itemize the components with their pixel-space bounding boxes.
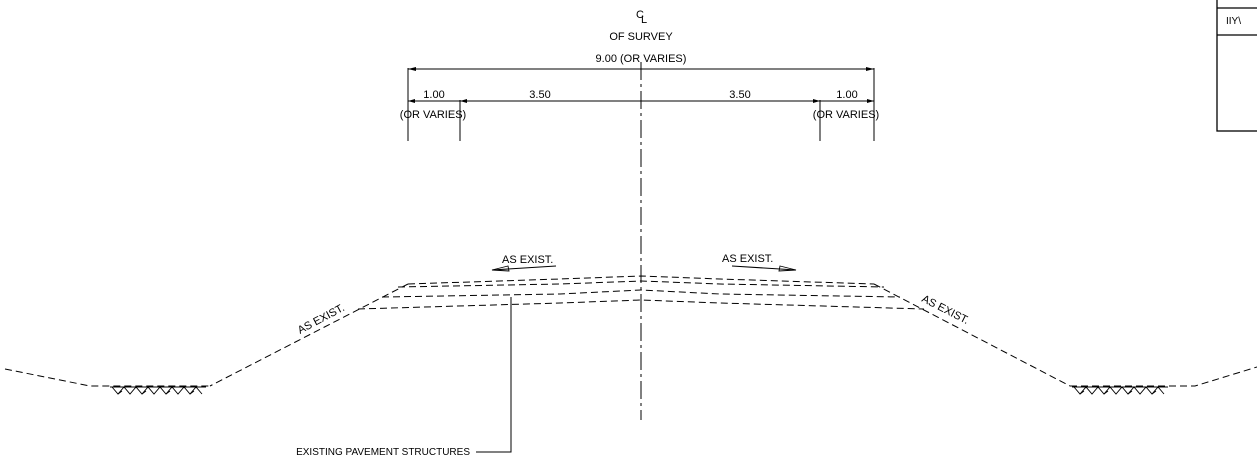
pavement-layers (357, 275, 925, 310)
right-lane-slope-label: AS EXIST. (722, 253, 773, 265)
ground-profile (4, 283, 1257, 387)
pavement-layer-line-2 (381, 289, 901, 298)
left-ditch-ground (4, 368, 210, 387)
right-lane-width: 3.50 (729, 89, 750, 101)
left-lane-slope-arrow-line (491, 265, 557, 271)
title-block-fragment: ΙΙΥ\ (1216, 0, 1257, 132)
right-lane-slope-arrow-line (731, 265, 797, 271)
lane-slope-notes: AS EXIST. AS EXIST. (491, 253, 797, 272)
centerline-label: OF SURVEY (609, 31, 673, 43)
right-ditch-ground (1070, 366, 1257, 387)
left-shoulder-width: 1.00 (423, 89, 444, 101)
pavement-surface-line (407, 275, 875, 285)
left-ditch-hatch-symbol (110, 386, 206, 395)
right-shoulder-width: 1.00 (836, 89, 857, 101)
title-block-text: ΙΙΥ\ (1226, 16, 1241, 27)
right-side-slope-label: AS EXIST. (920, 293, 971, 327)
left-shoulder-note: (OR VARIES) (400, 109, 466, 121)
overall-dimension: 9.00 (OR VARIES) (407, 53, 875, 141)
lane-arrow-right (867, 99, 874, 103)
lane-arrow-left-shoulder (460, 99, 467, 103)
pavement-layer-line-3 (357, 299, 925, 310)
pavement-layer-line-1 (397, 280, 885, 288)
lane-arrow-right-shoulder (813, 99, 820, 103)
side-slope-notes: AS EXIST. AS EXIST. (296, 293, 971, 337)
right-ditch-hatch-symbol (1072, 386, 1168, 395)
left-lane-slope-label: AS EXIST. (502, 254, 553, 266)
right-shoulder-note: (OR VARIES) (813, 109, 879, 121)
pavement-callout-label: EXISTING PAVEMENT STRUCTURES (296, 447, 470, 458)
centerline: C L OF SURVEY (609, 9, 673, 420)
overall-arrow-left (408, 67, 416, 71)
lane-dimensions: 1.00 (OR VARIES) 3.50 3.50 1.00 (OR VARI… (400, 89, 879, 141)
pavement-callout: EXISTING PAVEMENT STRUCTURES (296, 297, 512, 458)
left-lane-width: 3.50 (529, 89, 550, 101)
overall-arrow-right (866, 67, 874, 71)
right-lane-slope-arrowhead (778, 265, 797, 272)
left-lane-slope-arrowhead (491, 265, 510, 272)
left-side-slope (209, 283, 409, 387)
centerline-symbol-l: L (641, 14, 647, 26)
lane-arrow-left (408, 99, 415, 103)
pavement-callout-leader (476, 297, 512, 453)
overall-width-label: 9.00 (OR VARIES) (596, 53, 687, 65)
centerline-symbol-c: C (636, 9, 644, 21)
right-side-slope (873, 283, 1071, 387)
title-block-frame (1216, 0, 1257, 132)
